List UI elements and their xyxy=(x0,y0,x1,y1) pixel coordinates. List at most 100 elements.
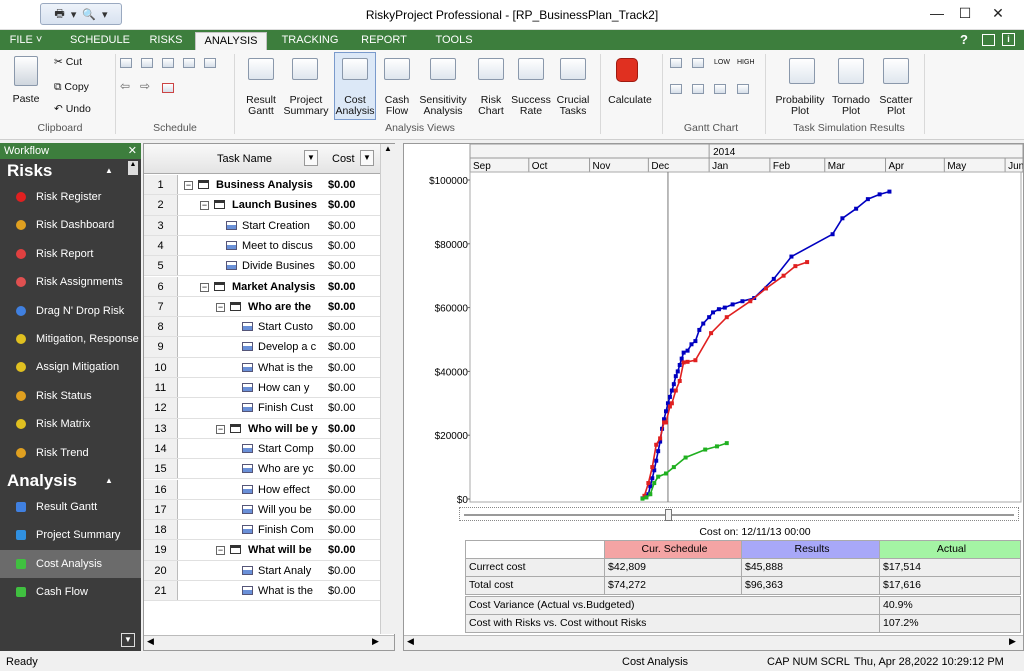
task-cost[interactable]: $0.00 xyxy=(328,544,356,557)
calendar-icon[interactable] xyxy=(162,83,174,93)
task-name[interactable]: Develop a c xyxy=(258,341,317,354)
task-cost[interactable]: $0.00 xyxy=(328,463,356,476)
task-name[interactable]: What is the xyxy=(258,361,314,374)
dropdown-icon[interactable]: ▾ xyxy=(70,8,77,21)
gantt-fit-icon[interactable] xyxy=(692,84,704,94)
collapse-icon[interactable]: ▲ xyxy=(105,475,113,485)
task-name[interactable]: What will be xyxy=(248,544,312,557)
qat-menu-icon[interactable]: ▾ xyxy=(102,8,108,21)
task-name[interactable]: Start Creation xyxy=(242,219,310,232)
project-summary-button[interactable]: Project Summary xyxy=(283,95,329,117)
task-name[interactable]: Who are the xyxy=(248,300,311,313)
undo-button[interactable]: ↶ Undo xyxy=(54,104,91,115)
scroll-left-icon[interactable]: ◀ xyxy=(147,636,154,646)
task-name-column-header[interactable]: Task Name xyxy=(217,153,273,165)
move-left-icon[interactable]: ⇦ xyxy=(120,79,131,93)
workflow-options-icon[interactable]: ▼ xyxy=(121,633,135,647)
task-name[interactable]: How effect xyxy=(258,483,310,496)
help-button[interactable]: ? xyxy=(960,32,968,47)
table-row[interactable]: 6 − Market Analysis $0.00 xyxy=(144,276,380,297)
cost-analysis-icon[interactable] xyxy=(342,58,368,80)
info-icon[interactable]: i xyxy=(1002,33,1015,46)
gantt-zoom-in-icon[interactable] xyxy=(670,58,682,68)
table-row[interactable]: 19 − What will be $0.00 xyxy=(144,540,380,561)
task-cost[interactable]: $0.00 xyxy=(328,321,356,334)
menu-analysis[interactable]: ANALYSIS xyxy=(195,32,267,50)
row-number[interactable]: 5 xyxy=(144,256,178,276)
table-row[interactable]: 1− Business Analysis $0.00 xyxy=(144,175,380,196)
tornado-plot-icon[interactable] xyxy=(838,58,864,84)
row-number[interactable]: 18 xyxy=(144,520,178,540)
link-icon[interactable] xyxy=(162,58,174,68)
task-name[interactable]: How can y xyxy=(258,382,310,394)
risks-section-title[interactable]: Risks ▲ xyxy=(0,159,141,183)
tornado-plot-button[interactable]: Tornado Plot xyxy=(830,95,872,117)
workflow-item-risk-matrix[interactable]: Risk Matrix xyxy=(0,410,141,438)
table-row[interactable]: 16 How effect $0.00 xyxy=(144,479,380,500)
table-row[interactable]: 3 Start Creation $0.00 xyxy=(144,215,380,236)
paste-button[interactable]: Paste xyxy=(12,93,40,105)
menu-tracking[interactable]: TRACKING xyxy=(281,34,339,46)
row-number[interactable]: 3 xyxy=(144,215,178,235)
workflow-item-risk-trend[interactable]: Risk Trend xyxy=(0,439,141,467)
row-number[interactable]: 1 xyxy=(144,175,178,195)
row-number[interactable]: 13 xyxy=(144,418,178,438)
result-gantt-icon[interactable] xyxy=(248,58,274,80)
collapse-toggle-icon[interactable]: − xyxy=(184,180,193,190)
task-cost[interactable]: $0.00 xyxy=(328,361,356,374)
row-number[interactable]: 19 xyxy=(144,540,178,560)
date-slider[interactable] xyxy=(459,507,1019,521)
task-name[interactable]: Market Analysis xyxy=(232,280,316,293)
task-cost[interactable]: $0.00 xyxy=(328,564,356,577)
maximize-button[interactable]: ☐ xyxy=(958,5,972,21)
task-name[interactable]: Start Analy xyxy=(258,564,312,577)
copy-button[interactable]: ⧉ Copy xyxy=(54,82,89,93)
task-name[interactable]: Business Analysis xyxy=(216,179,313,191)
outdent-icon[interactable] xyxy=(141,58,153,68)
quick-access-toolbar[interactable]: 🖶 ▾ 🔍 ▾ xyxy=(40,3,122,25)
task-name-filter-button[interactable]: ▼ xyxy=(304,150,318,166)
sensitivity-analysis-button[interactable]: Sensitivity Analysis xyxy=(414,95,472,117)
table-row[interactable]: 18 Finish Com $0.00 xyxy=(144,520,380,541)
preview-icon[interactable]: 🔍 xyxy=(82,8,97,21)
cost-filter-button[interactable]: ▼ xyxy=(360,150,374,166)
success-rate-button[interactable]: Success Rate xyxy=(510,95,552,117)
collapse-icon[interactable]: ▲ xyxy=(105,166,113,175)
task-name[interactable]: Will you be xyxy=(258,503,312,516)
grid-horizontal-scrollbar[interactable]: ◀ ▶ xyxy=(144,635,394,650)
row-number[interactable]: 20 xyxy=(144,560,178,580)
table-row[interactable]: 17 Will you be $0.00 xyxy=(144,499,380,521)
row-number[interactable]: 14 xyxy=(144,438,178,459)
task-cost[interactable]: $0.00 xyxy=(328,219,356,232)
workflow-item-risk-status[interactable]: Risk Status xyxy=(0,382,141,410)
workflow-item-risk-assignments[interactable]: Risk Assignments xyxy=(0,268,141,296)
gantt-updown-icon[interactable] xyxy=(714,84,726,94)
collapse-toggle-icon[interactable]: − xyxy=(200,281,209,292)
task-name[interactable]: Start Custo xyxy=(258,321,314,334)
workflow-item-cash-flow[interactable]: Cash Flow xyxy=(0,578,141,606)
workflow-item-risk-report[interactable]: Risk Report xyxy=(0,240,141,268)
table-row[interactable]: 11 How can y $0.00 xyxy=(144,378,380,399)
row-number[interactable]: 12 xyxy=(144,398,178,418)
comment-icon[interactable] xyxy=(982,34,995,46)
task-name[interactable]: Meet to discus xyxy=(242,239,313,252)
row-number[interactable]: 17 xyxy=(144,499,178,520)
task-name[interactable]: What is the xyxy=(258,585,314,597)
cash-flow-button[interactable]: Cash Flow xyxy=(380,95,414,117)
task-name[interactable]: Start Comp xyxy=(258,442,314,455)
table-row[interactable]: 8 Start Custo $0.00 xyxy=(144,317,380,338)
task-cost[interactable]: $0.00 xyxy=(328,280,356,293)
gantt-scroll-icon[interactable] xyxy=(670,84,682,94)
workflow-item-drag-n-drop-risk[interactable]: Drag N' Drop Risk xyxy=(0,297,141,325)
crucial-tasks-icon[interactable] xyxy=(560,58,586,80)
row-number[interactable]: 4 xyxy=(144,235,178,256)
workflow-item-risk-dashboard[interactable]: Risk Dashboard xyxy=(0,211,141,239)
workflow-close-icon[interactable]: ✕ xyxy=(127,145,137,157)
row-number[interactable]: 2 xyxy=(144,195,178,215)
move-right-icon[interactable]: ⇨ xyxy=(140,79,151,93)
row-number[interactable]: 11 xyxy=(144,378,178,398)
table-row[interactable]: 21 What is the $0.00 xyxy=(144,581,380,602)
table-row[interactable]: 13 − Who will be y $0.00 xyxy=(144,418,380,439)
grid-vertical-scrollbar[interactable]: ▲ xyxy=(380,144,395,634)
row-number[interactable]: 16 xyxy=(144,479,178,499)
